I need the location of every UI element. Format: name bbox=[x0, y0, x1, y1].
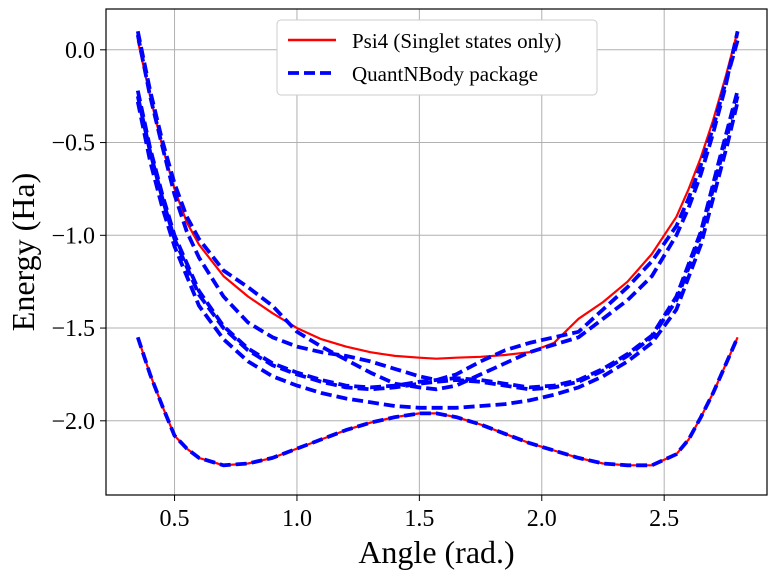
quantnbody-series-line bbox=[135, 90, 740, 390]
y-tick-label: −1.5 bbox=[51, 316, 95, 342]
legend-label-quantnbody: QuantNBody package bbox=[352, 62, 538, 86]
y-tick-label: −1.0 bbox=[51, 223, 95, 249]
y-tick-label: −2.0 bbox=[51, 409, 95, 435]
legend-box bbox=[276, 19, 598, 96]
x-tick-label: 2.5 bbox=[649, 506, 679, 532]
quantnbody-series-line bbox=[135, 336, 740, 468]
legend: Psi4 (Singlet states only) QuantNBody pa… bbox=[276, 19, 598, 96]
y-tick-label: 0.0 bbox=[65, 38, 95, 64]
y-tick-label: −0.5 bbox=[51, 131, 95, 157]
x-tick-label: 1.5 bbox=[404, 506, 434, 532]
x-tick-label: 2.0 bbox=[527, 506, 557, 532]
axis-ticks: 0.5 1.0 1.5 2.0 2.5 0.0 −0.5 −1.0 −1.5 −2.0 bbox=[51, 38, 679, 532]
x-tick-label: 1.0 bbox=[282, 506, 312, 532]
plot-frame bbox=[105, 8, 768, 496]
y-axis-label: Energy (Ha) bbox=[5, 173, 41, 331]
psi4-series-line bbox=[136, 31, 739, 360]
quantnbody-series-line bbox=[135, 30, 740, 392]
x-tick-label: 0.5 bbox=[160, 506, 190, 532]
quantnbody-series-line bbox=[135, 101, 740, 410]
series-lines bbox=[135, 30, 740, 468]
x-axis-label: Angle (rad.) bbox=[358, 534, 514, 570]
quantnbody-series-line bbox=[135, 34, 740, 382]
legend-label-psi4: Psi4 (Singlet states only) bbox=[352, 29, 561, 53]
